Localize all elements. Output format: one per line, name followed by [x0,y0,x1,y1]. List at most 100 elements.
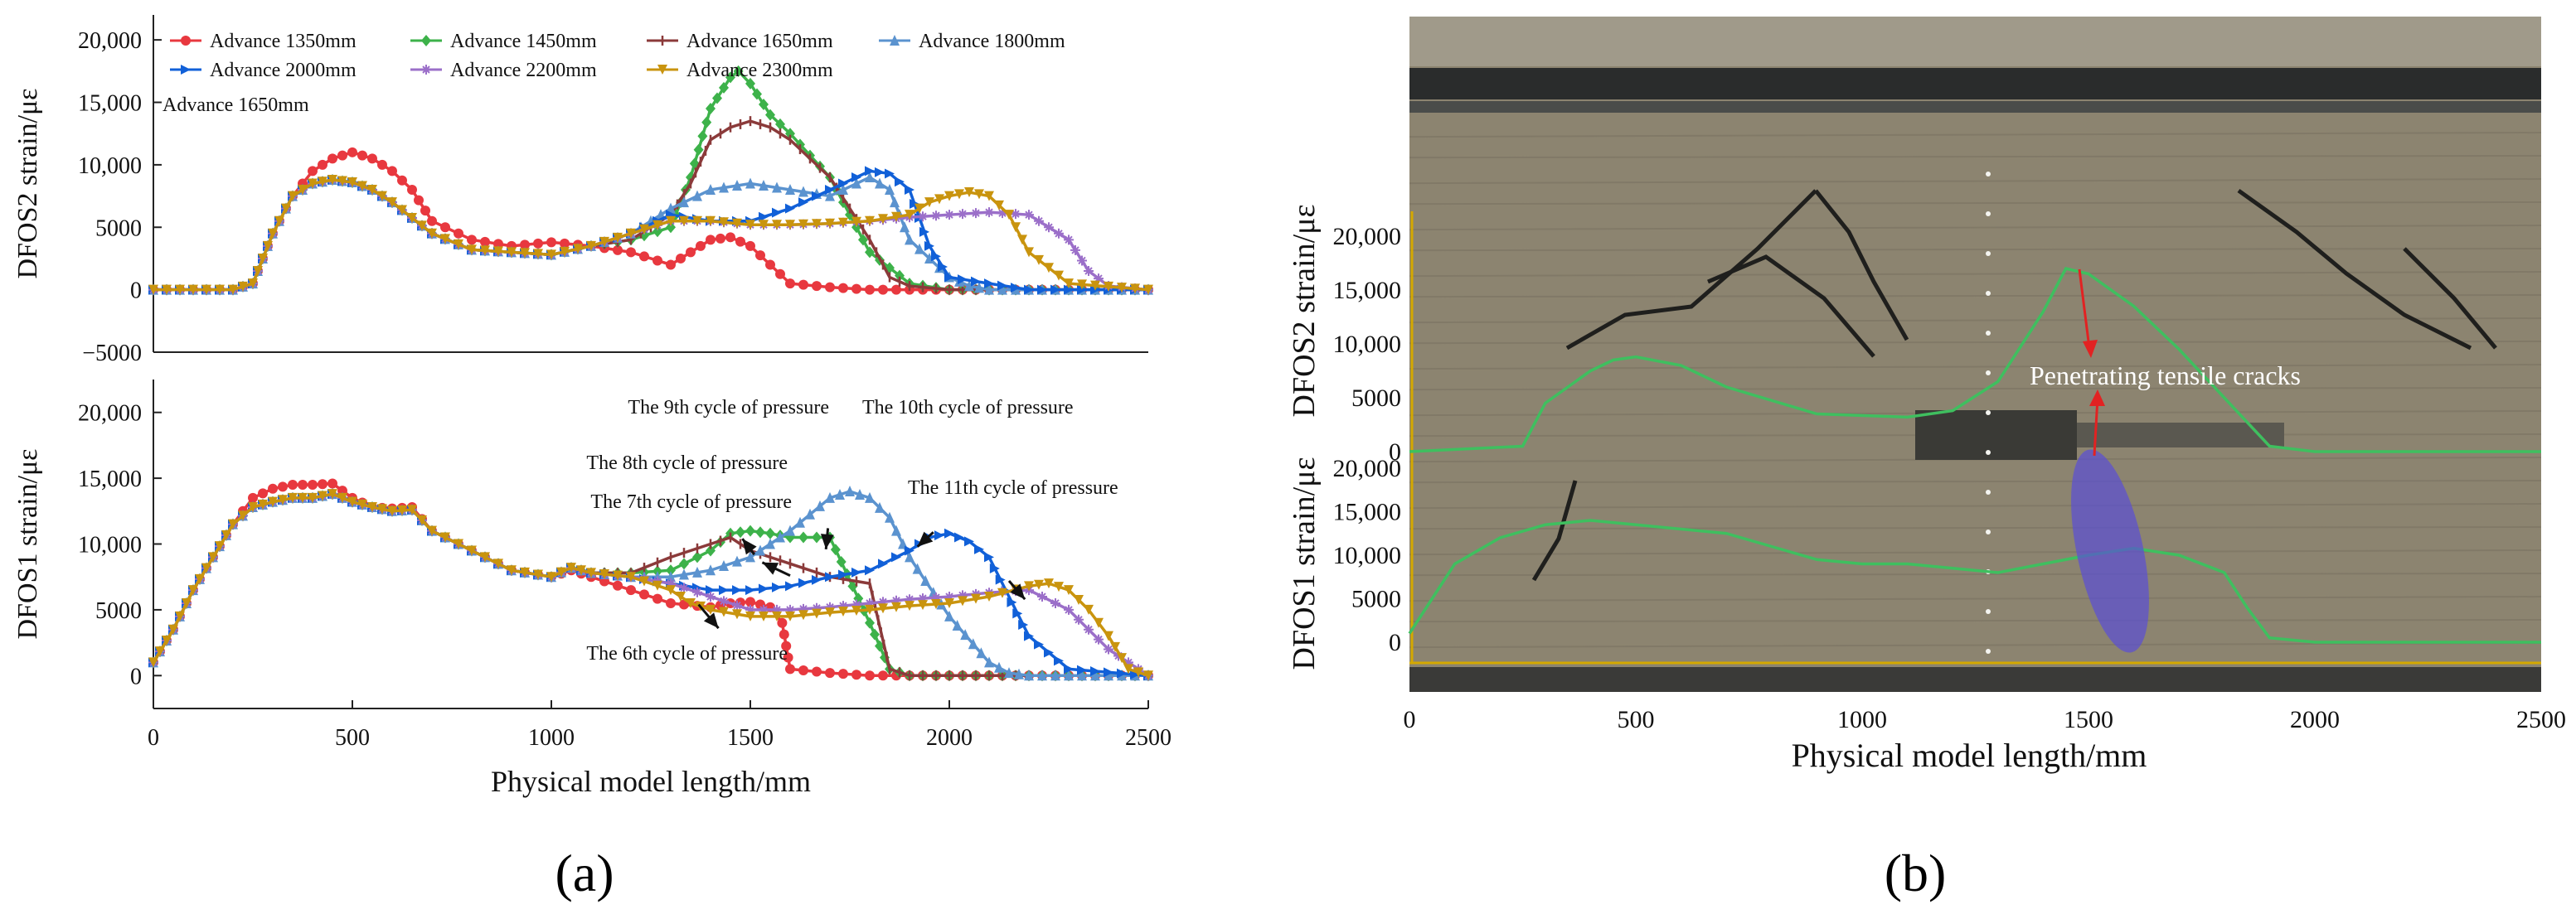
data-point [318,177,327,187]
data-point [1090,666,1100,677]
data-point [920,574,931,586]
data-point [825,607,835,618]
data-point [858,234,868,246]
data-point [480,245,490,256]
data-point [759,99,769,111]
data-point [851,283,861,294]
data-point [772,220,782,230]
data-point [745,585,755,596]
data-point [798,279,808,290]
data-point [905,210,914,220]
roof-block [2077,423,2284,447]
data-point [440,222,450,233]
data-point [201,563,211,573]
chart-overlay: 0500010,00015,00020,0000500010,00015,000… [1287,205,2566,774]
data-point [238,510,248,521]
data-point [891,595,901,606]
stratum [1409,503,2542,510]
data-point [984,207,994,218]
data-point [1130,283,1140,294]
annotation-label: The 9th cycle of pressure [628,397,829,418]
data-point [288,480,298,491]
dfos1-trace [1408,519,2541,644]
data-point [274,215,284,226]
data-point [168,624,178,635]
data-point [825,185,835,196]
data-point [745,604,755,615]
data-point [706,604,716,615]
data-point [327,153,337,164]
data-point [997,280,1007,291]
stratum [1409,201,2542,206]
data-point [745,597,755,607]
data-point [367,153,377,164]
top-fill [1409,17,2541,66]
data-point [725,232,735,243]
data-point [327,174,337,185]
data-point [984,283,994,295]
data-point [1094,617,1104,628]
data-point [258,499,268,510]
crack [1531,480,1578,582]
data-point [298,185,308,196]
data-point [918,211,928,222]
data-point [175,611,185,621]
data-point [1064,284,1074,295]
data-point [1064,278,1074,289]
data-point [1143,670,1153,681]
data-point [891,525,901,536]
data-point [815,500,825,511]
data-point [964,536,974,547]
data-point [851,567,861,578]
data-point [785,581,795,592]
data-point [692,551,702,563]
data-point [1133,667,1143,678]
data-point [812,281,822,292]
data-point [1094,634,1104,645]
data-point [891,602,901,612]
y-tick-label: 5000 [95,598,142,624]
data-point [719,596,729,607]
y-tick-label: −5000 [82,341,142,366]
data-point [493,239,503,249]
data-point [719,607,729,617]
data-point [745,177,755,189]
data-point [1044,647,1054,658]
data-point [905,601,914,612]
data-point [367,502,377,513]
data-point [885,184,895,196]
data-point [507,247,517,258]
data-point [865,604,875,615]
data-point [195,573,205,584]
data-point [752,88,762,100]
data-point [875,501,885,513]
legend-swatch-marker [890,35,900,46]
data-point [878,284,888,295]
data-point [919,226,929,237]
data-point [825,190,835,201]
x-tick-label: 2000 [926,725,973,751]
upper-y-tick-label: 0 [1389,438,1401,466]
data-point [1024,210,1034,220]
annotations: The 9th cycle of pressure The 10th cycle … [586,397,1118,665]
data-point [732,609,742,620]
data-point [851,177,861,189]
data-point [1084,266,1094,277]
measurement-point [1986,291,1991,296]
data-point [918,600,928,611]
data-point [679,568,689,580]
data-point [838,184,848,196]
data-point [812,608,822,619]
stratum [1409,387,2542,391]
stratum [1409,619,2542,623]
data-point [1034,254,1044,265]
data-point [1090,280,1100,291]
data-point [701,116,712,128]
data-point [974,282,984,293]
data-point [851,216,861,227]
arrow-down-line [2078,268,2091,349]
data-point [1050,597,1060,608]
data-point [845,485,855,496]
data-point [798,603,808,614]
